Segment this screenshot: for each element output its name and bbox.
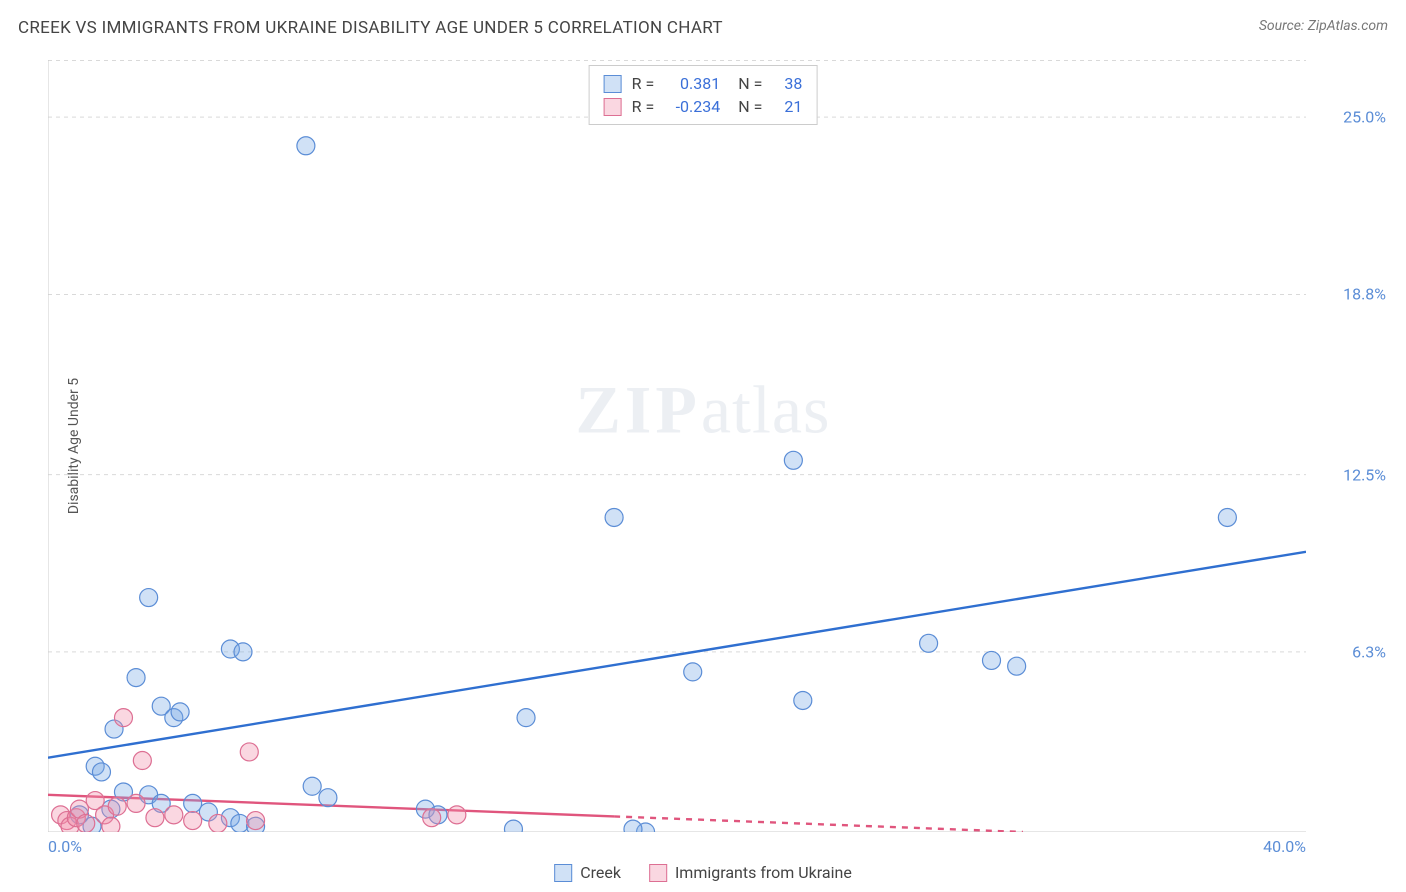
y-tick-label: 12.5% [1343, 465, 1386, 484]
legend-swatch [604, 75, 622, 93]
chart-header: CREEK VS IMMIGRANTS FROM UKRAINE DISABIL… [18, 18, 1388, 38]
x-tick-label: 40.0% [1263, 837, 1306, 856]
x-tick-label: 0.0% [48, 837, 82, 856]
chart-source: Source: ZipAtlas.com [1259, 18, 1388, 34]
correlation-legend: R =0.381N =38R =-0.234N =21 [589, 65, 818, 125]
series-legend: Creek Immigrants from Ukraine [554, 863, 852, 882]
series-legend-item: Immigrants from Ukraine [649, 863, 852, 882]
series-legend-item: Creek [554, 863, 621, 882]
legend-label: Creek [580, 863, 621, 882]
legend-label: Immigrants from Ukraine [675, 863, 852, 882]
y-tick-label: 6.3% [1352, 642, 1386, 661]
legend-swatch [554, 864, 572, 882]
y-tick-label: 18.8% [1343, 285, 1386, 304]
chart-title: CREEK VS IMMIGRANTS FROM UKRAINE DISABIL… [18, 18, 723, 38]
legend-swatch [604, 98, 622, 116]
legend-swatch [649, 864, 667, 882]
plot-area [48, 60, 1306, 832]
legend-row: R =-0.234N =21 [604, 95, 803, 118]
legend-row: R =0.381N =38 [604, 72, 803, 95]
scatter-svg [48, 60, 1306, 832]
y-tick-label: 25.0% [1343, 108, 1386, 127]
